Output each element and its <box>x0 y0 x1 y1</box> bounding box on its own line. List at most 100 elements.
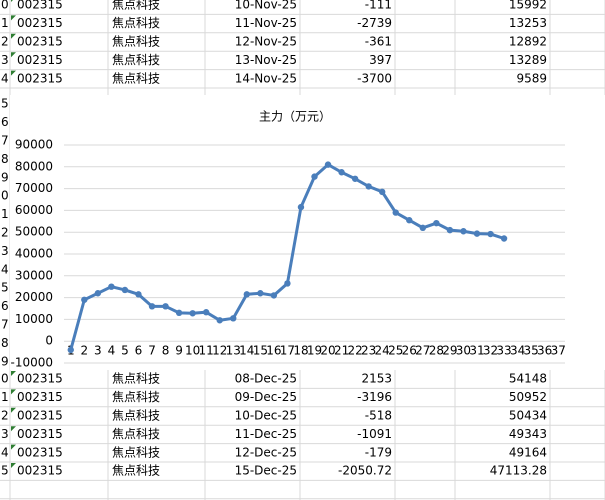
data-point <box>81 296 88 303</box>
x-tick-label: 2 <box>80 344 88 358</box>
row-number: 1 <box>1 390 9 404</box>
data-point <box>230 315 237 322</box>
x-tick-label: 18 <box>293 344 308 358</box>
row-number: 3 <box>1 244 9 258</box>
cell-marker <box>11 33 16 39</box>
cell: 11-Nov-25 <box>235 16 297 30</box>
x-tick-label: 35 <box>524 344 539 358</box>
cell: 10-Nov-25 <box>235 0 297 12</box>
data-point <box>284 280 291 287</box>
y-tick-label: 90000 <box>15 138 53 152</box>
cell: 002315 <box>17 464 63 478</box>
x-tick-label: 28 <box>429 344 444 358</box>
data-point <box>67 346 74 354</box>
row-number: 5 <box>1 281 9 295</box>
x-tick-label: 8 <box>162 344 170 358</box>
cell: 002315 <box>17 445 63 459</box>
x-tick-label: 17 <box>280 344 295 358</box>
row-number: 8 <box>1 152 9 166</box>
data-point <box>243 291 250 298</box>
row-number: 9 <box>1 170 9 184</box>
cell: 焦点科技 <box>112 53 160 67</box>
cell: 焦点科技 <box>112 372 160 386</box>
cell: 002315 <box>17 16 63 30</box>
cell: -1091 <box>357 427 392 441</box>
x-tick-label: 29 <box>442 344 457 358</box>
cell-marker <box>11 70 16 76</box>
cell: -111 <box>365 0 392 12</box>
data-point <box>297 203 305 211</box>
cell: 2153 <box>361 372 392 386</box>
row-number: 4 <box>1 71 9 85</box>
row-number: 6 <box>1 115 9 129</box>
cell: -179 <box>365 445 392 459</box>
cell: 002315 <box>17 53 63 67</box>
row-number: 1 <box>1 207 9 221</box>
row-number: 4 <box>1 262 9 276</box>
data-point <box>365 183 372 190</box>
cell: 12-Nov-25 <box>235 35 297 49</box>
cell: 13289 <box>509 53 547 67</box>
x-tick-label: 24 <box>375 344 390 358</box>
data-point <box>135 291 142 298</box>
cell-marker <box>11 407 16 413</box>
row-number: 4 <box>1 445 9 459</box>
cell: 002315 <box>17 0 63 12</box>
y-tick-label: 20000 <box>15 290 53 304</box>
y-tick-label: 50000 <box>15 225 53 239</box>
data-point <box>311 173 318 180</box>
cell: -361 <box>365 35 392 49</box>
cell: 47113.28 <box>490 464 547 478</box>
row-number: 2 <box>1 35 9 49</box>
cell: 50952 <box>509 390 547 404</box>
cell: 11-Dec-25 <box>235 427 297 441</box>
row-number: 0 <box>1 0 9 12</box>
row-number: 3 <box>1 427 9 441</box>
row-number: 7 <box>1 318 9 332</box>
y-tick-label: -10000 <box>10 356 53 370</box>
data-point <box>473 230 481 237</box>
cell: 焦点科技 <box>112 390 160 404</box>
cell: -3700 <box>357 71 392 85</box>
row-number: 9 <box>1 354 9 368</box>
x-tick-label: 33 <box>496 344 511 358</box>
x-tick-label: 13 <box>226 344 241 358</box>
row-number: 1 <box>1 16 9 30</box>
x-tick-label: 15 <box>253 344 268 358</box>
cell: 002315 <box>17 390 63 404</box>
data-point <box>392 209 399 216</box>
data-point <box>121 286 129 294</box>
cell: 焦点科技 <box>112 464 160 478</box>
row-number: 2 <box>1 409 9 423</box>
data-point <box>460 228 467 235</box>
cell: 002315 <box>17 409 63 423</box>
cell-marker <box>11 444 16 450</box>
cell: 002315 <box>17 372 63 386</box>
x-tick-label: 9 <box>175 344 183 358</box>
cell-marker <box>11 463 16 468</box>
cell: 09-Dec-25 <box>235 390 297 404</box>
x-tick-label: 32 <box>483 344 498 358</box>
cell: 焦点科技 <box>112 409 160 423</box>
row-number: 3 <box>1 53 9 67</box>
cell: 焦点科技 <box>112 427 160 441</box>
cell: -2050.72 <box>338 464 392 478</box>
y-tick-label: 70000 <box>15 181 53 195</box>
data-point <box>433 219 440 227</box>
chart-title: 主力（万元） <box>259 110 331 124</box>
row-number: 5 <box>1 97 9 111</box>
x-tick-label: 4 <box>108 344 116 358</box>
x-tick-label: 12 <box>212 344 227 358</box>
data-point <box>379 188 386 196</box>
data-point <box>148 303 156 310</box>
cell-marker <box>11 426 16 432</box>
row-number: 8 <box>1 336 9 350</box>
x-tick-label: 30 <box>456 344 471 358</box>
data-point <box>257 290 264 297</box>
cell: 08-Dec-25 <box>235 372 297 386</box>
x-tick-label: 10 <box>185 344 200 358</box>
data-point <box>162 303 169 310</box>
data-point <box>419 224 427 232</box>
cell-marker <box>11 389 16 395</box>
